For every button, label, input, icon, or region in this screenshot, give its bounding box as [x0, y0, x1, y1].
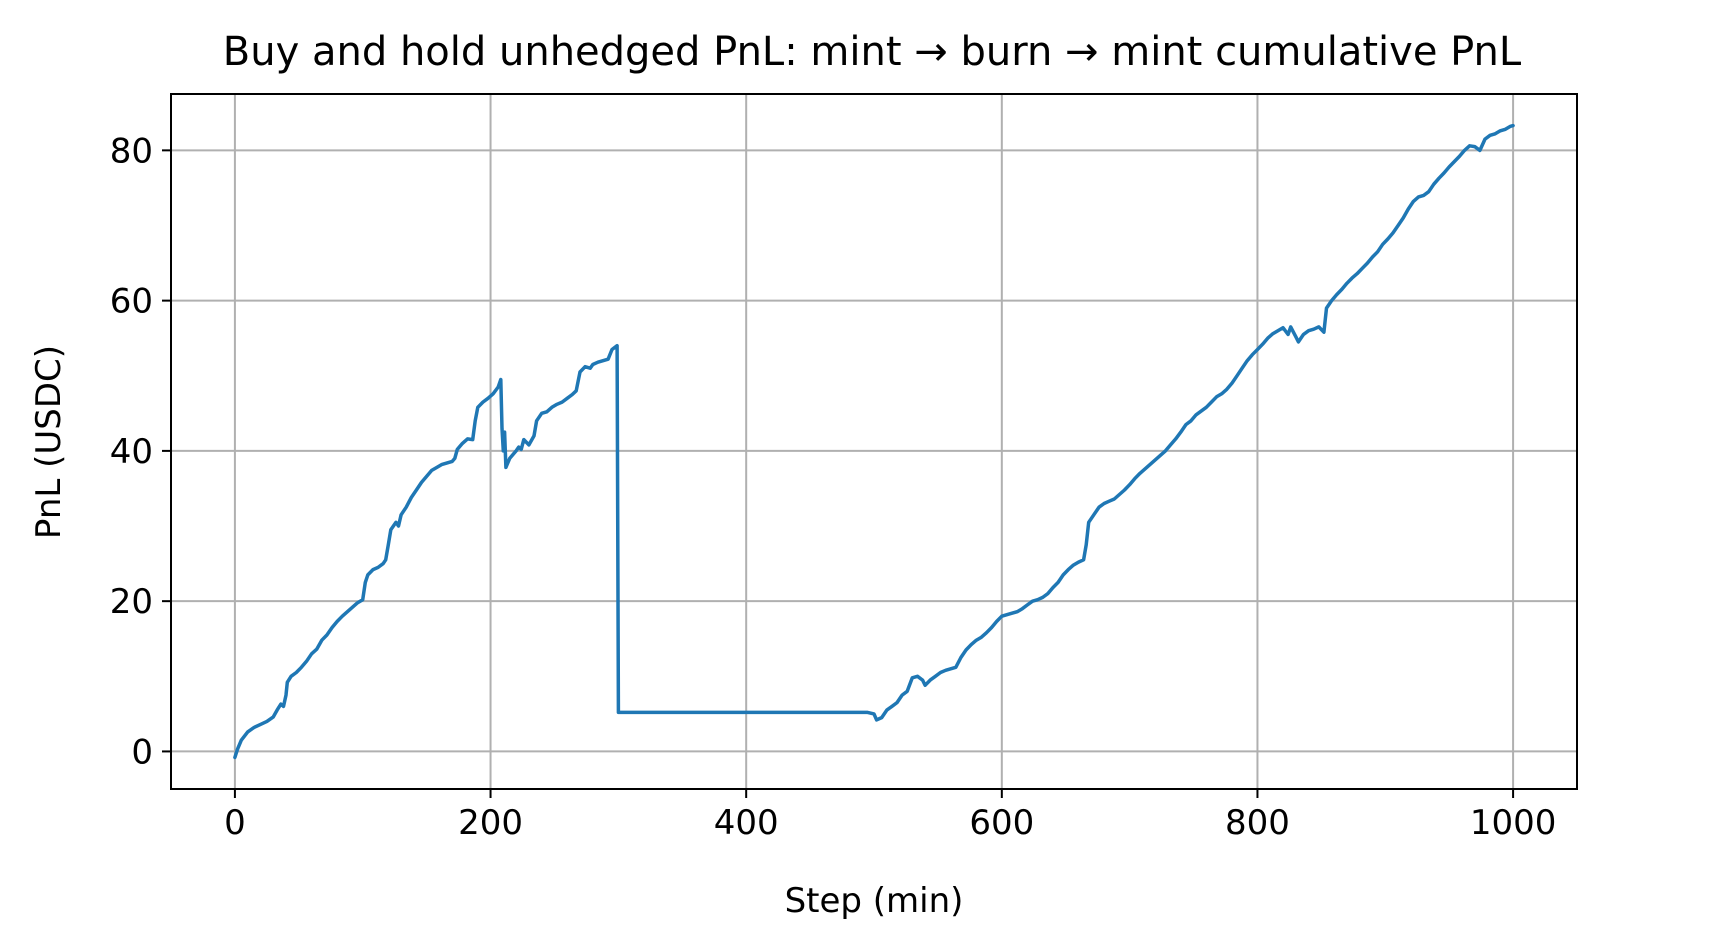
- x-tick-label: 600: [969, 803, 1034, 843]
- grid-lines: [171, 94, 1577, 789]
- x-tick-label: 0: [224, 803, 246, 843]
- y-tick-label: 80: [110, 131, 153, 171]
- y-tick-label: 40: [110, 432, 153, 472]
- y-axis-label: PnL (USDC): [29, 345, 69, 539]
- x-tick-label: 1000: [1470, 803, 1557, 843]
- x-tick-label: 200: [458, 803, 523, 843]
- x-tick-label: 400: [714, 803, 779, 843]
- chart-title: Buy and hold unhedged PnL: mint → burn →…: [223, 29, 1522, 75]
- x-tick-label: 800: [1225, 803, 1290, 843]
- axis-ticks: 0 200 400 600 800 1000 0 20 40 60 80: [110, 131, 1557, 843]
- plot-area: [233, 123, 1515, 760]
- series-line: [233, 123, 1515, 760]
- y-tick-label: 0: [131, 732, 153, 772]
- y-tick-label: 60: [110, 282, 153, 322]
- x-axis-label: Step (min): [785, 881, 964, 921]
- axes-frame: [170, 93, 1578, 790]
- y-tick-label: 20: [110, 582, 153, 622]
